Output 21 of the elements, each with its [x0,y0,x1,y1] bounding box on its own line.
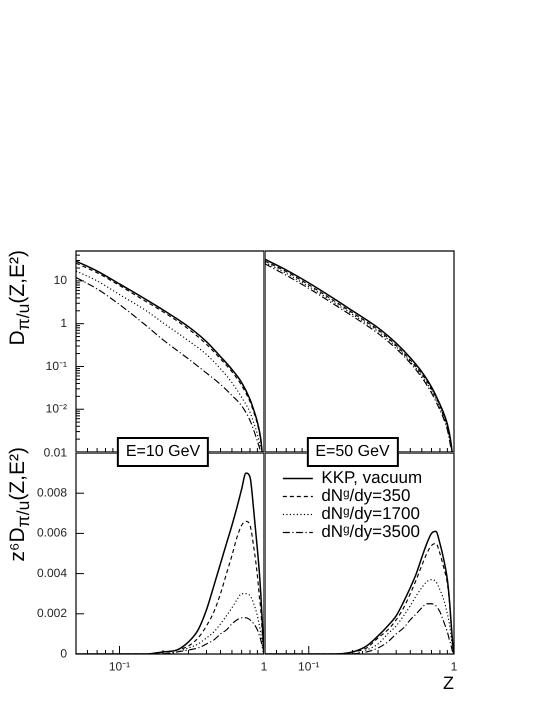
y-tick-label: 0.002 [36,606,68,620]
legend-label: dNᵍ/dy=1700 [321,504,420,524]
x-tick-label: 1 [260,660,268,674]
x-tick-label: 10⁻¹ [108,660,130,674]
y-tick-label: 10 [54,273,68,288]
chart-title: E=50 GeV [306,436,399,466]
y-tick-label: 0.008 [36,486,68,500]
chart-title: E=10 GeV [116,436,210,466]
y-tick-label: 10⁻¹ [46,358,68,373]
x-axis-title: Z [443,673,454,693]
y-tick-label: 1 [60,316,68,330]
y-tick-label: 0 [60,646,68,660]
legend-label: KKP, vacuum [321,468,422,488]
legend-label: dNᵍ/dy=3500 [321,522,420,542]
x-tick-label: 1 [450,660,458,674]
x-tick-label: 10⁻¹ [298,660,320,674]
y-tick-label: 0.006 [36,526,68,540]
y-tick-label: 10⁻² [46,402,68,416]
y-tick-label: 0.01 [44,445,68,460]
legend-label: dNᵍ/dy=350 [321,486,410,506]
y-tick-label: 0.004 [36,566,68,580]
